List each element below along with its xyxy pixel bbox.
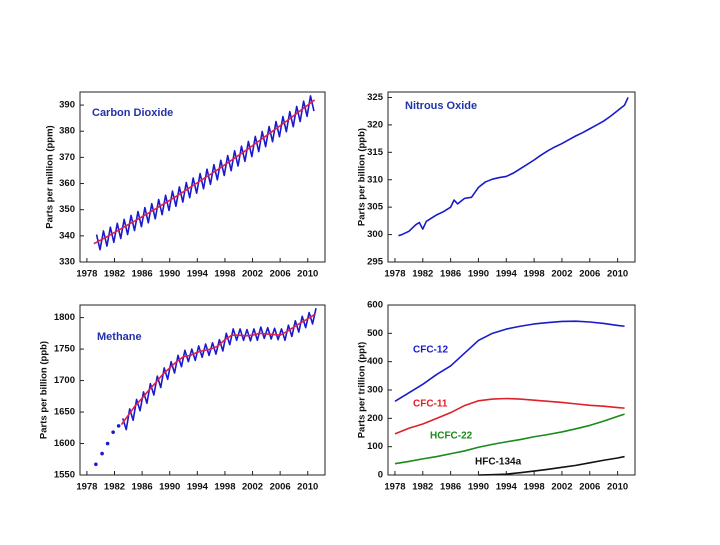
chart-title: Carbon Dioxide: [92, 107, 173, 119]
y-tick-label: 600: [367, 300, 383, 311]
data-point: [111, 430, 115, 434]
x-tick-label: 2010: [607, 482, 628, 493]
y-tick-label: 1550: [54, 470, 75, 481]
y-tick-label: 0: [378, 470, 383, 481]
y-tick-label: 1700: [54, 375, 75, 386]
y-tick-label: 390: [59, 100, 75, 111]
y-tick-label: 330: [59, 257, 75, 268]
x-tick-label: 1998: [214, 269, 235, 280]
y-tick-label: 360: [59, 178, 75, 189]
x-tick-label: 1998: [214, 482, 235, 493]
y-axis-label: Parts per million (ppm): [45, 125, 56, 228]
y-tick-label: 340: [59, 230, 75, 241]
x-tick-label: 2006: [270, 269, 291, 280]
y-axis-label: Parts per billion (ppb): [39, 341, 50, 439]
x-tick-label: 2002: [551, 482, 572, 493]
y-tick-label: 500: [367, 328, 383, 339]
data-point: [105, 441, 110, 446]
x-tick-label: 1986: [132, 269, 153, 280]
x-tick-label: 1982: [104, 269, 125, 280]
x-tick-label: 1986: [132, 482, 153, 493]
plot-frame: [79, 304, 326, 476]
x-tick-label: 1982: [104, 482, 125, 493]
x-tick-label: 1998: [524, 482, 545, 493]
series-label: HFC-134a: [475, 457, 522, 468]
y-tick-label: 300: [367, 385, 383, 396]
plot-frame: [387, 91, 636, 263]
data-line: [95, 95, 315, 251]
x-tick-label: 1982: [412, 482, 433, 493]
y-tick-label: 1750: [54, 344, 75, 355]
data-line: [93, 99, 316, 245]
x-tick-label: 2010: [607, 269, 628, 280]
y-tick-label: 200: [367, 413, 383, 424]
x-tick-label: 1998: [524, 269, 545, 280]
data-line: [478, 455, 625, 476]
y-tick-label: 100: [367, 441, 383, 452]
y-tick-label: 295: [367, 257, 384, 268]
x-tick-label: 2010: [297, 269, 318, 280]
y-axis-label: Parts per billion (ppb): [357, 128, 368, 226]
y-tick-label: 1650: [54, 407, 75, 418]
x-tick-label: 2002: [242, 482, 263, 493]
x-tick-label: 1978: [384, 482, 405, 493]
data-line: [122, 307, 317, 431]
data-line: [394, 413, 625, 465]
data-line: [398, 97, 629, 237]
y-axis-label: Parts per trillion (ppt): [357, 342, 368, 439]
x-tick-label: 1978: [76, 482, 97, 493]
x-tick-label: 2010: [297, 482, 318, 493]
x-tick-label: 1994: [496, 482, 518, 493]
x-tick-label: 1994: [187, 482, 209, 493]
y-tick-label: 400: [367, 356, 383, 367]
y-tick-label: 380: [59, 126, 75, 137]
y-tick-label: 325: [367, 92, 384, 103]
series-label: CFC-11: [413, 399, 448, 410]
data-point: [116, 424, 121, 428]
x-tick-label: 2002: [551, 269, 572, 280]
y-tick-label: 310: [367, 174, 383, 185]
y-tick-label: 300: [367, 229, 383, 240]
y-tick-label: 350: [59, 204, 75, 215]
x-tick-label: 2006: [579, 482, 600, 493]
data-line: [120, 313, 316, 426]
x-tick-label: 1982: [412, 269, 433, 280]
x-tick-label: 1990: [468, 482, 489, 493]
x-tick-label: 2006: [270, 482, 291, 493]
y-tick-label: 1600: [54, 438, 75, 449]
x-tick-label: 1986: [440, 269, 461, 280]
series-label: HCFC-22: [430, 431, 473, 442]
series-label: CFC-12: [413, 345, 448, 356]
x-tick-label: 2002: [242, 269, 263, 280]
y-tick-label: 1800: [54, 312, 75, 323]
x-tick-label: 1978: [76, 269, 97, 280]
y-tick-label: 315: [367, 147, 384, 158]
x-tick-label: 1990: [468, 269, 489, 280]
x-tick-label: 1990: [159, 482, 180, 493]
x-tick-label: 2006: [579, 269, 600, 280]
data-point: [100, 451, 104, 456]
data-line: [394, 397, 625, 435]
y-tick-label: 320: [367, 119, 383, 130]
data-line: [394, 320, 625, 403]
data-point: [94, 462, 98, 467]
x-tick-label: 1978: [384, 269, 405, 280]
y-tick-label: 305: [367, 202, 384, 213]
x-tick-label: 1994: [496, 269, 518, 280]
plot-frame: [387, 304, 636, 476]
y-tick-label: 370: [59, 152, 75, 163]
plot-frame: [79, 91, 326, 263]
x-tick-label: 1994: [187, 269, 209, 280]
x-tick-label: 1990: [159, 269, 180, 280]
chart-title: Methane: [97, 331, 142, 343]
chart-title: Nitrous Oxide: [405, 100, 477, 112]
x-tick-label: 1986: [440, 482, 461, 493]
